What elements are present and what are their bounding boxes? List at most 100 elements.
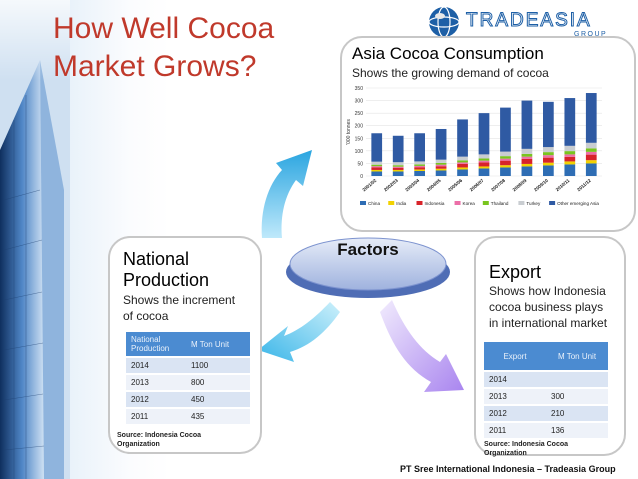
bar-segment — [585, 93, 597, 143]
bar-segment — [585, 160, 597, 164]
national-title-line-1: National — [123, 249, 190, 269]
bar-segment — [500, 151, 511, 157]
table-cell: 2013 — [484, 389, 546, 404]
logo-subtext: GROUP — [574, 31, 607, 38]
export-title: Export — [489, 262, 542, 282]
table-row: 2014 — [484, 372, 608, 387]
bar-segment — [478, 166, 490, 169]
table-cell: 2012 — [126, 392, 186, 407]
bar-segment — [414, 170, 425, 176]
bar-segment — [500, 156, 511, 159]
page-title: How Well Cocoa Market Grows? — [53, 10, 303, 86]
bar-segment — [521, 100, 533, 149]
legend-label: India — [396, 201, 406, 206]
x-tick-label: 2009/10 — [533, 178, 549, 193]
table-header-cell: M Ton Unit — [546, 342, 608, 370]
bar-segment — [478, 168, 490, 176]
bar-segment — [521, 153, 533, 157]
table-cell: 800 — [186, 375, 250, 390]
table-cell: 1100 — [186, 358, 250, 373]
legend-label: Thailand — [491, 201, 509, 206]
bar-segment — [435, 168, 447, 171]
bar-segment — [371, 133, 383, 162]
table-cell: 2011 — [484, 423, 546, 438]
table-header-row: National Production M Ton Unit — [126, 332, 250, 356]
bar-segment — [371, 169, 383, 172]
bar-segment — [414, 164, 425, 166]
y-axis-label: '000 tonnes — [346, 119, 352, 145]
bar-segment — [457, 162, 468, 164]
bar-segment — [414, 167, 425, 170]
legend-label: Korea — [463, 201, 476, 206]
x-tick-label: 2004/05 — [426, 178, 442, 193]
asia-consumption-chart: 0 50 100 150 200 250 300 350 '000 tonnes 2001/02 2… — [346, 86, 602, 206]
bar-segment — [521, 156, 533, 159]
table-cell: 2012 — [484, 406, 546, 421]
bar-segment — [371, 171, 383, 176]
bar-segment — [521, 166, 533, 176]
bar-segment — [543, 147, 554, 153]
table-row: 2012 450 — [126, 392, 250, 407]
bar-segment — [457, 119, 468, 157]
globe-icon — [428, 6, 460, 38]
table-cell: 435 — [186, 409, 250, 424]
bar-segment — [392, 171, 404, 176]
bar-segment — [521, 148, 533, 154]
bar-segment — [371, 166, 383, 168]
legend-label: China — [368, 201, 380, 206]
bar-segment — [543, 157, 554, 163]
y-tick-label: 50 — [357, 161, 363, 167]
y-tick-label: 350 — [355, 86, 364, 92]
x-tick-label: 2007/08 — [490, 178, 506, 193]
bar-segment — [564, 154, 576, 157]
table-cell: 300 — [546, 389, 608, 404]
export-table: Export M Ton Unit 2014 2013 300 2012 210 2… — [484, 340, 608, 440]
table-cell: 2011 — [126, 409, 186, 424]
asia-subtitle: Shows the growing demand of cocoa — [352, 66, 549, 80]
title-line-2: Market Grows? — [53, 50, 257, 83]
bar-segment — [371, 167, 383, 170]
legend-label: Turkey — [526, 201, 541, 206]
table-row: 2011 435 — [126, 409, 250, 424]
bar-segment — [500, 107, 511, 152]
y-tick-label: 300 — [355, 99, 364, 105]
bar-segment — [564, 161, 576, 165]
bar-segment — [543, 162, 554, 166]
bar-segment — [543, 152, 554, 156]
bar-segment — [457, 156, 468, 161]
national-subtitle-line-2: of cocoa — [123, 309, 169, 323]
table-cell: 210 — [546, 406, 608, 421]
bar-segment — [392, 135, 404, 163]
bar-segment — [585, 151, 597, 155]
bar-segment — [392, 165, 404, 167]
bar-segment — [435, 164, 447, 167]
bar-segment — [585, 148, 597, 152]
national-subtitle-line-1: Shows the increment — [123, 293, 236, 307]
table-row: 2014 1100 — [126, 358, 250, 373]
bar-segment — [457, 163, 468, 168]
bar-segment — [564, 151, 576, 155]
bar-segment — [478, 154, 490, 159]
arrow-down-right-icon — [380, 300, 464, 392]
legend-swatch — [518, 201, 525, 205]
export-subtitle-line-2: cocoa business plays — [489, 300, 604, 314]
bar-segment — [478, 113, 490, 155]
bar-segment — [543, 155, 554, 158]
bar-segment — [478, 158, 490, 161]
bar-segment — [457, 169, 468, 176]
table-header-cell: National Production — [126, 332, 186, 356]
legend-label: Other emerging Asia — [557, 201, 599, 206]
x-tick-label: 2010/11 — [555, 178, 571, 193]
y-tick-label: 150 — [355, 136, 364, 142]
bar-segment — [414, 133, 425, 162]
x-tick-label: 2005/06 — [447, 178, 463, 193]
bar-segment — [392, 162, 404, 166]
x-tick-label: 2003/04 — [404, 178, 420, 193]
title-line-1: How Well Cocoa — [53, 12, 275, 45]
bar-segment — [371, 164, 383, 167]
bar-segment — [371, 161, 383, 165]
legend-swatch — [416, 201, 423, 205]
bar-segment — [414, 165, 425, 168]
